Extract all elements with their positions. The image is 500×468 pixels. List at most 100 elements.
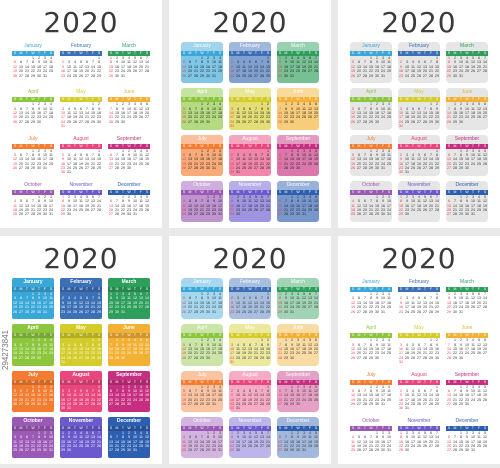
day-number: 2 bbox=[38, 292, 40, 296]
day-number: 18 bbox=[477, 203, 481, 208]
day-number: 10 bbox=[471, 152, 475, 157]
day-number: 24 bbox=[218, 207, 222, 212]
day-number: 14 bbox=[115, 203, 119, 208]
weekday-letter: T bbox=[133, 425, 137, 430]
day-number: 13 bbox=[25, 439, 29, 444]
day-number: 19 bbox=[423, 203, 427, 208]
day-number: 12 bbox=[302, 60, 306, 65]
month-april: April S M T W T F S 1 2 3 4 5 6 7 8 9 10 11 12 13 14 15 16 17 18 1… bbox=[181, 88, 223, 130]
day-number: 18 bbox=[242, 305, 246, 310]
day-number: 16 bbox=[465, 439, 469, 444]
day-number: 14 bbox=[483, 296, 487, 301]
day-number: 23 bbox=[230, 309, 234, 314]
day-number: 4 bbox=[183, 199, 185, 204]
day-number: 7 bbox=[255, 342, 257, 347]
day-number: 6 bbox=[364, 435, 366, 440]
day-number: 11 bbox=[417, 435, 421, 440]
day-number: 19 bbox=[133, 64, 137, 69]
day-number: 8 bbox=[291, 152, 293, 157]
weekday-letter: S bbox=[483, 379, 487, 384]
day-number: 17 bbox=[236, 305, 240, 310]
day-number: 14 bbox=[97, 435, 101, 440]
days-grid: 1 2 3 4 5 6 7 8 9 10 11 12 13 14 15 16 17 18 19 20 21 22 23 24 2… bbox=[229, 338, 271, 364]
day-number: 13 bbox=[357, 64, 361, 69]
day-number: 17 bbox=[405, 305, 409, 310]
day-number: 12 bbox=[145, 199, 149, 204]
day-number: 18 bbox=[242, 161, 246, 166]
day-number: 13 bbox=[109, 203, 113, 208]
day-number: 26 bbox=[19, 448, 23, 453]
day-number: 1 bbox=[38, 194, 40, 199]
day-number: 25 bbox=[49, 69, 53, 74]
weekday-letter: W bbox=[31, 425, 35, 430]
weekday-letter: W bbox=[200, 51, 204, 55]
month-october: October S M T W T F S 1 2 3 4 5 6 7 8 9 10 11 12 13 14 15 16 17 1… bbox=[181, 416, 223, 458]
day-number: 9 bbox=[400, 157, 402, 162]
weekday-letter: S bbox=[218, 379, 222, 384]
calendar-panel-6: 2020 January S M T W T F S 1 2 3 4 5 6 7 8 9 10 11 12 13 14 15… bbox=[338, 236, 500, 464]
weekday-letter: S bbox=[13, 287, 17, 291]
days-grid: 1 2 3 4 5 6 7 8 9 10 11 12 13 14 15 16 17 18 19 20 21 22 23 24 2… bbox=[446, 56, 488, 78]
day-number: 5 bbox=[80, 388, 82, 393]
day-number: 7 bbox=[279, 106, 281, 111]
day-number: 3 bbox=[382, 338, 384, 343]
day-number: 27 bbox=[194, 448, 198, 453]
day-number: 26 bbox=[254, 443, 258, 448]
day-number: 8 bbox=[32, 106, 34, 111]
month-june: June S M T W T F S 1 2 3 4 5 6 7 8 9 10 11 12 13 14 15 16 17 18 19… bbox=[277, 88, 319, 130]
day-number: 16 bbox=[206, 64, 210, 69]
day-number: 20 bbox=[477, 64, 481, 69]
weekday-letter: T bbox=[459, 425, 463, 430]
day-number: 1 bbox=[436, 56, 438, 60]
day-number: 30 bbox=[405, 448, 409, 453]
day-number: 19 bbox=[182, 397, 186, 402]
day-number: 27 bbox=[188, 402, 192, 407]
day-number: 19 bbox=[417, 397, 421, 402]
day-number: 2 bbox=[128, 384, 130, 389]
day-number: 6 bbox=[189, 296, 191, 301]
day-number: 10 bbox=[212, 152, 216, 157]
day-number: 3 bbox=[412, 194, 414, 199]
day-number: 25 bbox=[308, 397, 312, 402]
day-number: 12 bbox=[314, 152, 318, 157]
day-number: 23 bbox=[43, 443, 47, 448]
month-name: August bbox=[242, 371, 258, 378]
weekday-letter: S bbox=[447, 189, 451, 194]
month-january: January S M T W T F S 1 2 3 4 5 6 7 8 9 10 11 12 13 14 15 16 17 1… bbox=[181, 42, 223, 84]
weekday-letter: S bbox=[387, 287, 391, 291]
weekday-letter: F bbox=[91, 425, 95, 430]
weekday-letter: T bbox=[121, 143, 125, 148]
day-number: 6 bbox=[20, 388, 22, 393]
day-number: 15 bbox=[200, 347, 204, 352]
weekday-letter: M bbox=[67, 143, 71, 148]
weekday-letter: S bbox=[351, 143, 355, 148]
day-number: 10 bbox=[230, 111, 234, 116]
day-number: 23 bbox=[296, 443, 300, 448]
day-number: 5 bbox=[478, 338, 480, 343]
month-name: February bbox=[70, 43, 91, 49]
day-number: 27 bbox=[483, 115, 487, 120]
days-grid: 1 2 3 4 5 6 7 8 9 10 11 12 13 14 15 16 17 18 19 20 21 22 23 24 2… bbox=[181, 385, 223, 407]
day-number: 29 bbox=[91, 355, 95, 360]
weekday-letter: S bbox=[266, 97, 270, 102]
day-number: 25 bbox=[248, 207, 252, 212]
day-number: 15 bbox=[37, 439, 41, 444]
day-number: 15 bbox=[459, 157, 463, 162]
day-number: 13 bbox=[260, 435, 264, 440]
day-number: 23 bbox=[405, 443, 409, 448]
weekday-letter: T bbox=[459, 143, 463, 148]
day-number: 27 bbox=[19, 355, 23, 360]
day-number: 23 bbox=[43, 207, 47, 212]
days-grid: 1 2 3 4 5 6 7 8 9 10 11 12 13 14 15 16 17 18 19 20 21 22 23 24 2… bbox=[398, 385, 440, 411]
weekday-letter: F bbox=[43, 425, 47, 430]
day-number: 15 bbox=[206, 439, 210, 444]
day-number: 24 bbox=[399, 119, 403, 124]
day-number: 10 bbox=[67, 64, 71, 69]
weekday-letter: M bbox=[19, 143, 23, 148]
day-number: 8 bbox=[207, 435, 209, 440]
day-number: 26 bbox=[248, 166, 252, 171]
day-number: 26 bbox=[182, 119, 186, 124]
weekday-letter: W bbox=[200, 143, 204, 148]
month-name: November bbox=[68, 417, 94, 424]
day-number: 31 bbox=[230, 124, 234, 129]
